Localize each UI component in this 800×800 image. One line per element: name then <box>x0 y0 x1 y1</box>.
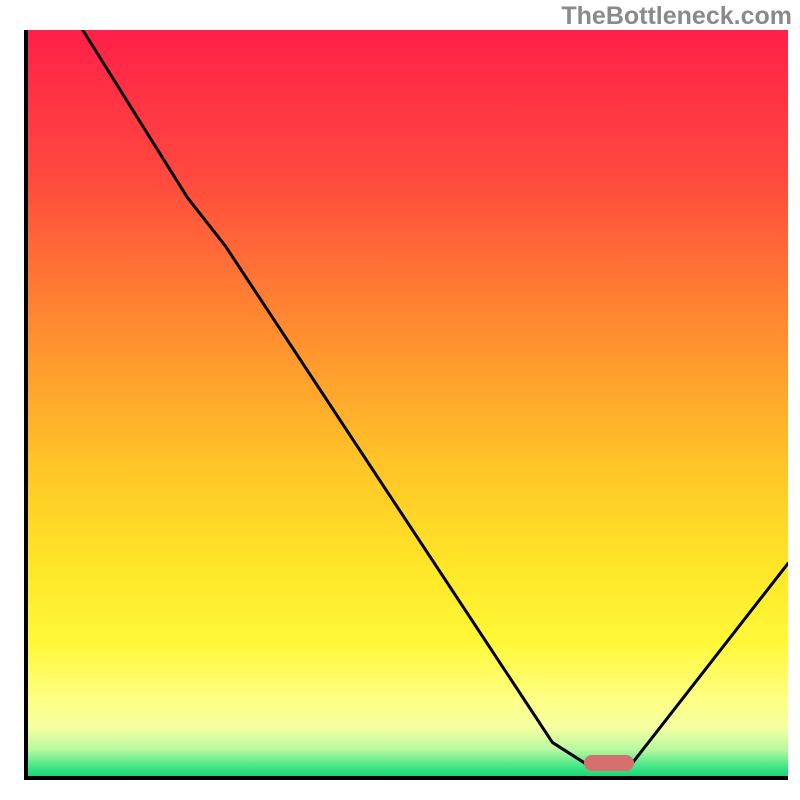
plot-area <box>28 30 788 776</box>
watermark-text: TheBottleneck.com <box>561 2 792 31</box>
optimal-marker <box>584 755 634 771</box>
bottleneck-curve <box>28 30 788 776</box>
curve-polyline <box>83 30 788 763</box>
chart-frame: TheBottleneck.com <box>0 0 800 800</box>
